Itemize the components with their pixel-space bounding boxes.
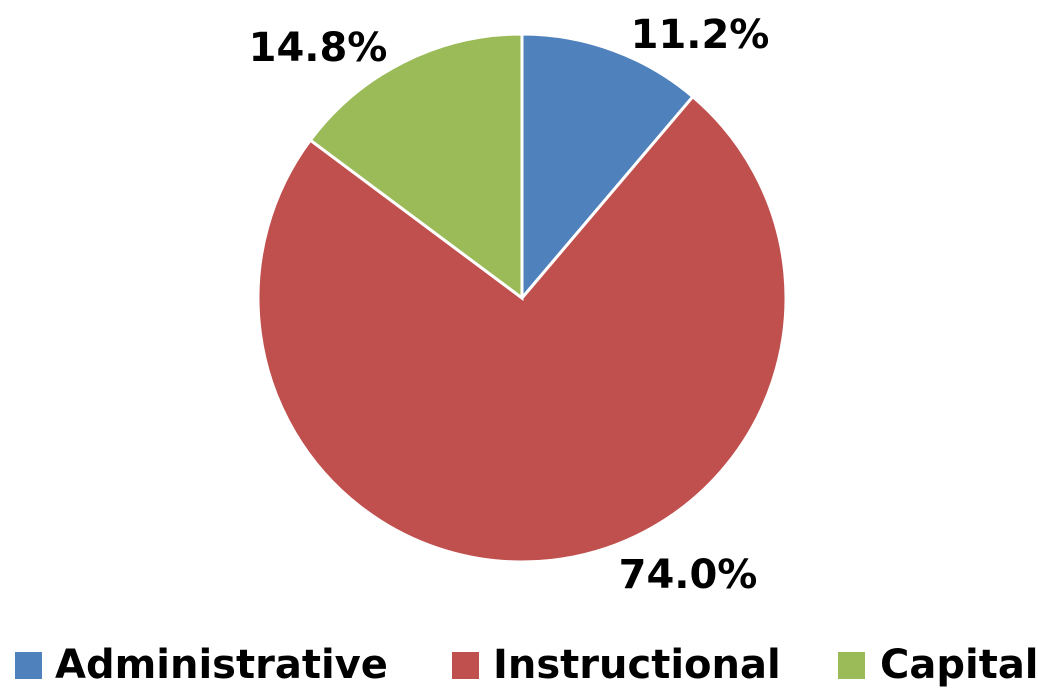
data-label: 11.2%	[631, 12, 770, 58]
data-label: 14.8%	[249, 25, 388, 71]
legend-swatch	[452, 652, 479, 679]
data-label: 74.0%	[619, 552, 758, 598]
legend-label: Instructional	[493, 642, 781, 688]
legend-swatch	[15, 652, 42, 679]
pie-slice	[308, 32, 524, 301]
legend-label: Capital	[880, 642, 1038, 688]
pie-slice	[256, 94, 788, 564]
legend-label: Administrative	[55, 642, 388, 688]
pie-slice	[520, 32, 695, 303]
legend-swatch	[838, 652, 865, 679]
